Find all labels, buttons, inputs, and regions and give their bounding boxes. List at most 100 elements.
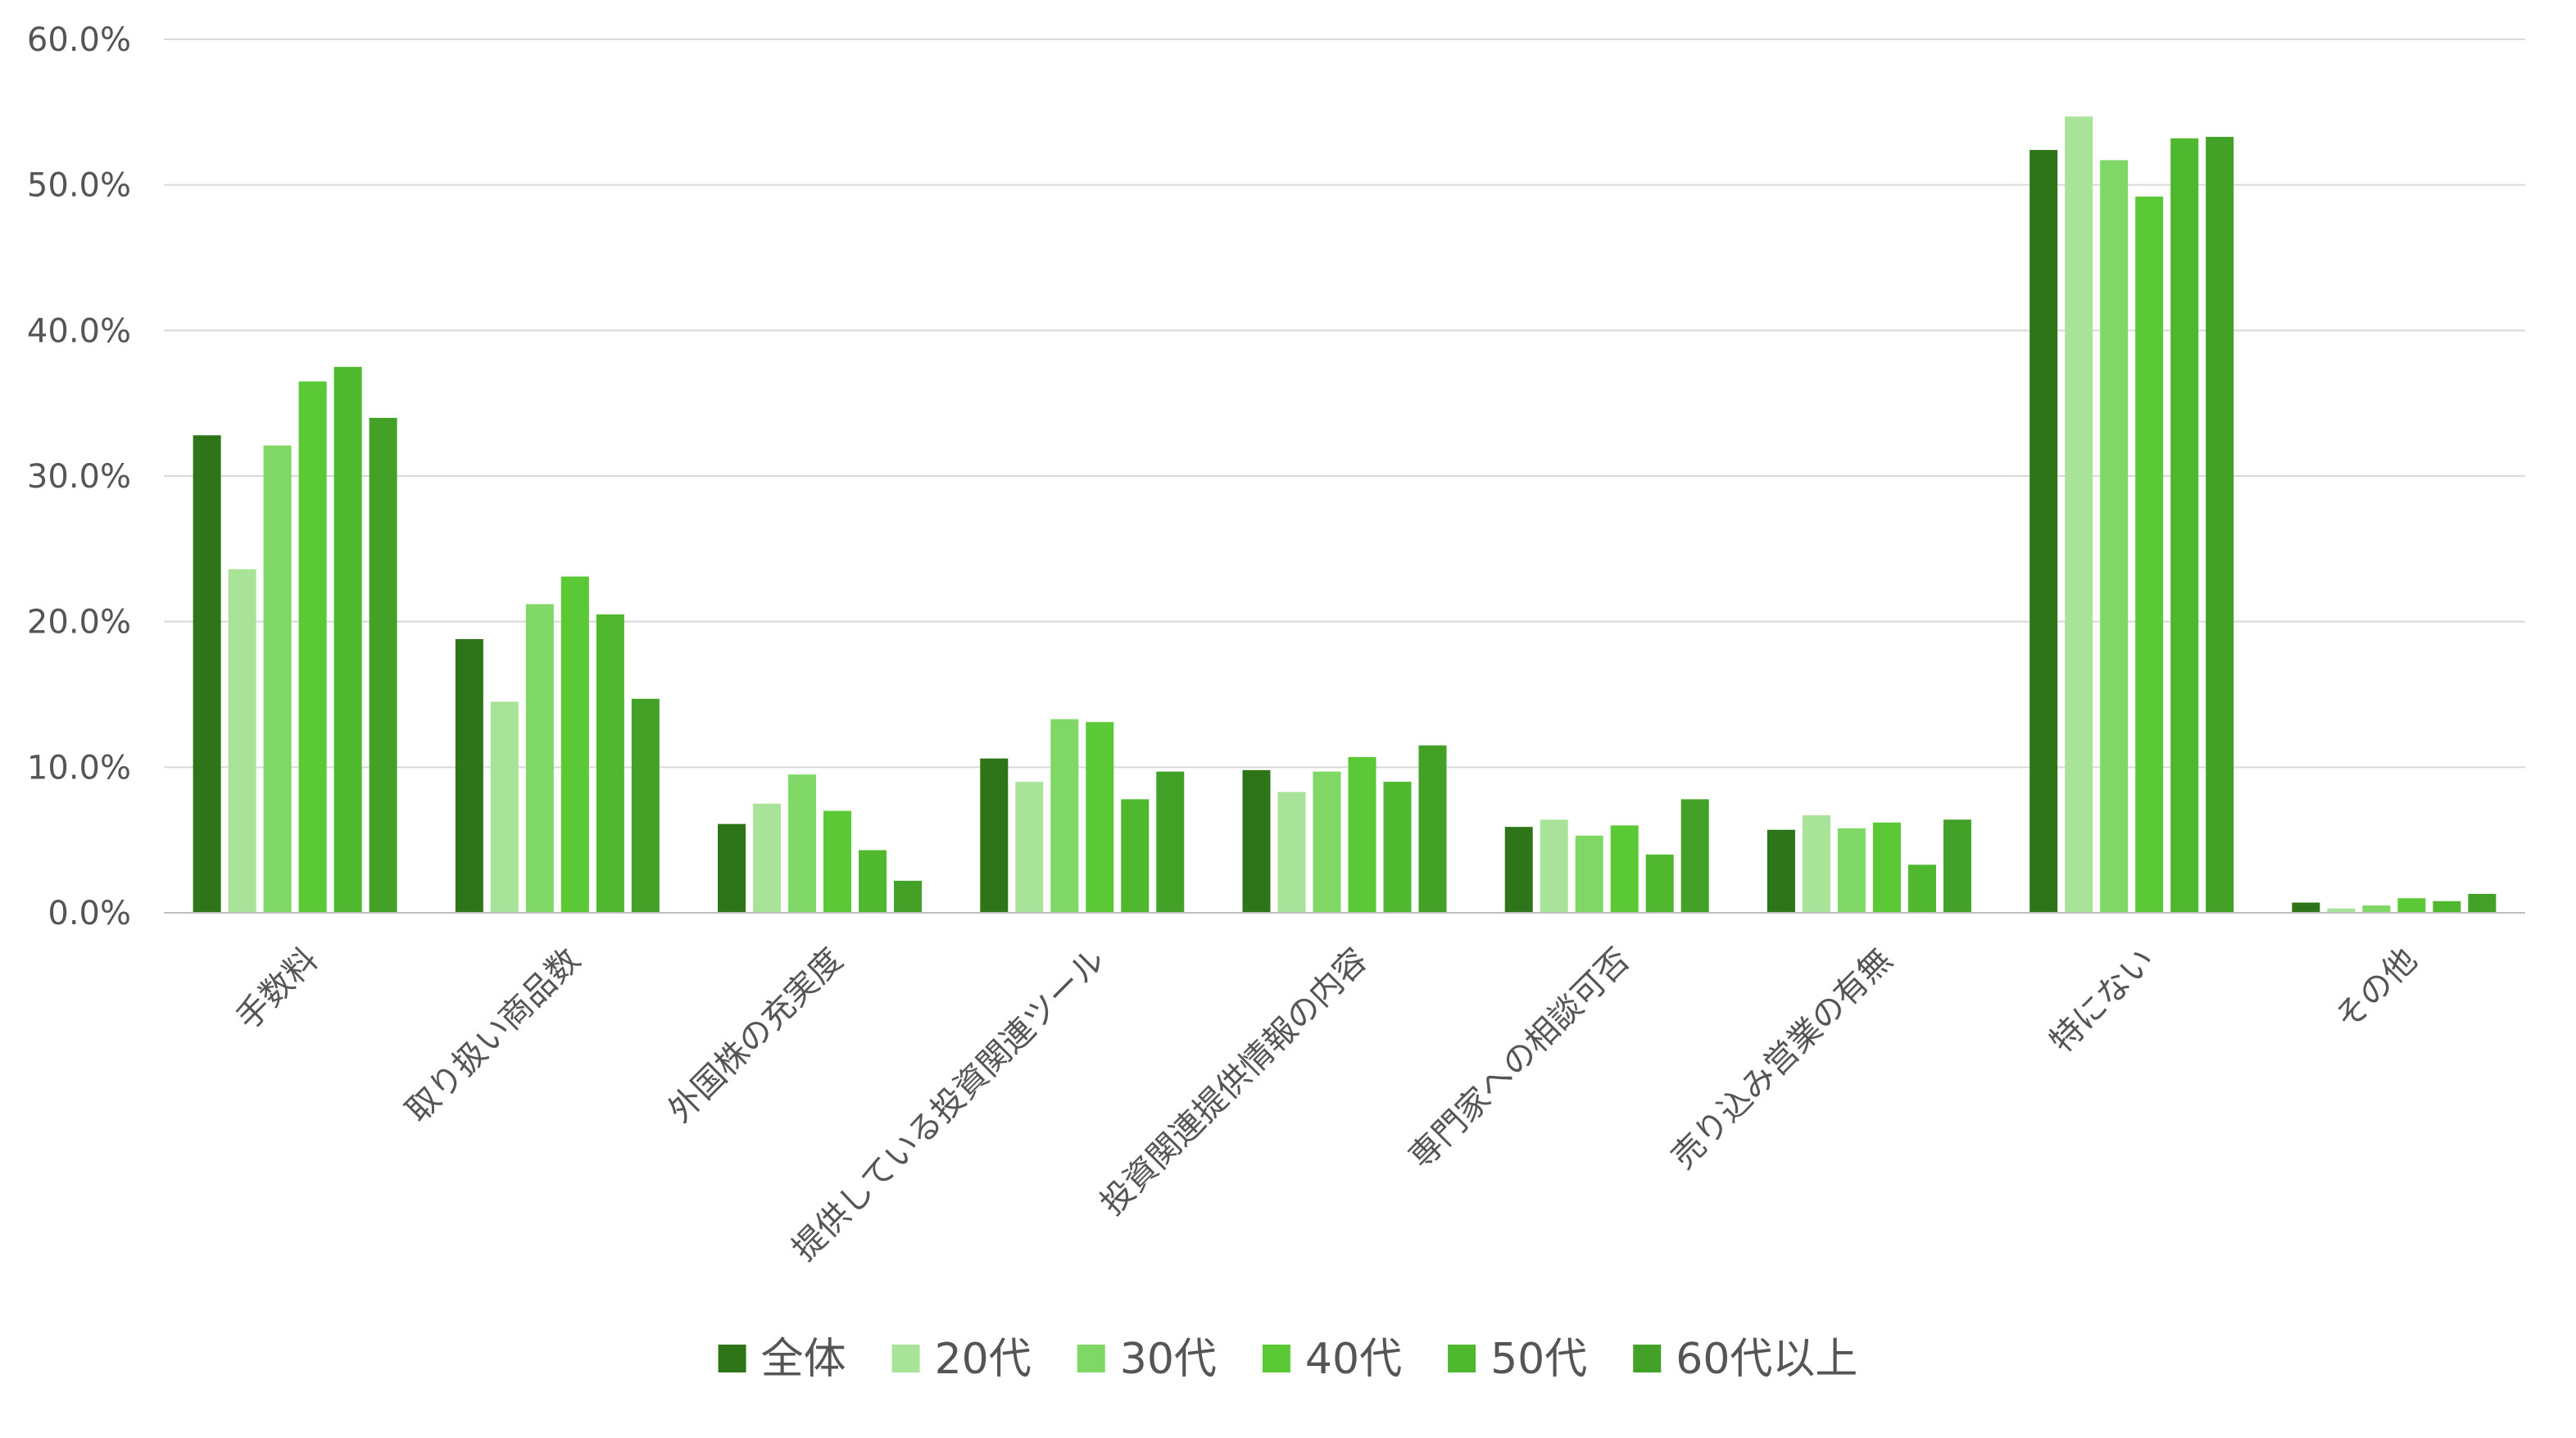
gridlines [164,39,2525,769]
bar[interactable] [560,576,589,913]
bar[interactable] [2433,900,2461,913]
bar-group [1242,745,1447,913]
bar[interactable] [1540,819,1568,913]
bar[interactable] [1156,771,1185,913]
bar[interactable] [455,638,483,913]
bar[interactable] [525,604,554,913]
bar[interactable] [894,880,923,913]
bar[interactable] [2362,905,2391,913]
y-tick-label: 10.0% [27,749,131,787]
bar[interactable] [1121,799,1150,913]
bar[interactable] [1872,822,1901,913]
legend-swatch [1633,1345,1662,1372]
bar-group [980,719,1185,913]
y-tick-label: 60.0% [27,21,131,59]
x-category-label: 外国株の充実度 [661,941,850,1131]
bar-group [1504,799,1709,913]
y-tick-label: 20.0% [27,604,131,642]
y-axis-tick-labels: 0.0% 10.0% 20.0% 30.0% 40.0% 50.0% 60.0% [27,21,131,932]
bar[interactable] [369,417,397,913]
bar[interactable] [2327,908,2356,913]
bar[interactable] [1645,854,1674,913]
legend-label: 30代 [1120,1335,1217,1384]
bar[interactable] [1242,769,1271,913]
bar[interactable] [228,569,256,913]
bar-group [2030,116,2234,914]
x-category-label: 売り込み営業の有無 [1664,941,1899,1177]
bar[interactable] [1383,782,1412,913]
bar[interactable] [490,701,519,913]
bar[interactable] [788,774,817,913]
bar[interactable] [1837,828,1866,913]
bar-group [2292,893,2497,913]
x-axis-category-labels: 手数料 取り扱い商品数 外国株の充実度提供している投資関連ツール投資関連提供情報の内… [229,941,2424,1268]
bar-group [455,576,660,913]
bar[interactable] [718,823,746,913]
bar[interactable] [859,850,887,913]
bar[interactable] [2030,150,2058,913]
bar[interactable] [1766,829,1795,913]
x-category-label: 投資関連提供情報の内容 [1093,941,1375,1223]
legend-item[interactable]: 60代以上 [1633,1335,1857,1384]
bar[interactable] [1418,745,1447,913]
bar[interactable] [2292,902,2320,913]
x-category-label: その他 [2329,941,2424,1037]
bar[interactable] [1575,835,1603,913]
bar[interactable] [823,810,852,913]
bar[interactable] [1907,864,1936,913]
bar[interactable] [1086,722,1114,913]
bar[interactable] [263,445,292,913]
bar[interactable] [298,381,327,913]
bar[interactable] [2468,893,2497,913]
bar-group [1766,814,1971,913]
legend-swatch [1077,1345,1105,1372]
legend-label: 20代 [935,1335,1032,1384]
legend-item[interactable]: 全体 [718,1335,846,1384]
legend-item[interactable]: 50代 [1448,1335,1587,1384]
bar[interactable] [1313,771,1341,913]
bar[interactable] [2100,160,2129,914]
legend-label: 40代 [1305,1335,1402,1384]
legend[interactable]: 全体 20代 30代 40代 50代 60代以上 [718,1335,1858,1384]
bars [193,116,2497,914]
legend-swatch [718,1345,746,1372]
bar[interactable] [333,366,362,913]
legend-swatch [1448,1345,1476,1372]
bar[interactable] [2135,196,2164,913]
y-tick-label: 50.0% [27,167,131,205]
bar[interactable] [1348,756,1376,913]
x-category-label: 提供している投資関連ツール [785,941,1112,1268]
legend-item[interactable]: 40代 [1262,1335,1402,1384]
bar[interactable] [193,435,221,913]
legend-label: 60代以上 [1676,1335,1857,1384]
x-category-label: 特にない [2043,941,2162,1061]
legend-item[interactable]: 30代 [1077,1335,1217,1384]
bar[interactable] [2206,137,2234,913]
bar[interactable] [2065,116,2093,913]
bar[interactable] [1610,825,1639,913]
x-category-label: 手数料 [229,941,325,1037]
legend-swatch [1262,1345,1290,1372]
bar[interactable] [753,803,782,913]
bar[interactable] [1050,719,1079,913]
bar[interactable] [1802,814,1830,913]
y-tick-label: 30.0% [27,458,131,496]
y-tick-label: 0.0% [48,895,131,932]
bar[interactable] [1943,819,1971,913]
bar[interactable] [2397,898,2426,913]
legend-item[interactable]: 20代 [891,1335,1032,1384]
bar[interactable] [631,698,660,913]
bar-group [193,366,397,913]
bar[interactable] [2170,138,2199,913]
bar[interactable] [1680,799,1709,913]
x-category-label: 専門家への相談可否 [1402,941,1637,1177]
bar[interactable] [596,614,624,913]
bar[interactable] [1277,792,1306,913]
bar[interactable] [1015,782,1044,913]
x-category-label: 取り扱い商品数 [399,941,588,1131]
y-tick-label: 40.0% [27,312,131,350]
bar[interactable] [1504,827,1533,913]
bar[interactable] [980,758,1009,913]
